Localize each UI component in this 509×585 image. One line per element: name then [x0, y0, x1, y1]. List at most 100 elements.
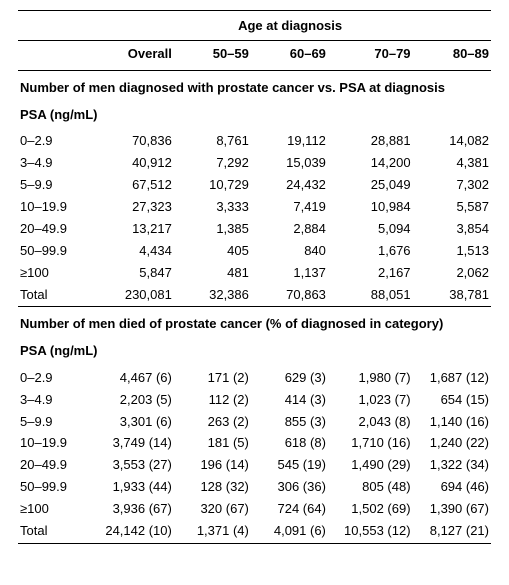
cell: 1,513	[413, 240, 491, 262]
total-cell: 4,091 (6)	[251, 521, 328, 543]
blank-cell	[18, 11, 89, 41]
cell: 5,094	[328, 219, 413, 241]
cell: 405	[174, 240, 251, 262]
cell: 70,836	[89, 131, 174, 153]
row-label: 5–9.9	[18, 175, 89, 197]
cell: 181 (5)	[174, 433, 251, 455]
cell: 618 (8)	[251, 433, 328, 455]
total-cell: 8,127 (21)	[413, 521, 491, 543]
section-title: Number of men died of prostate cancer (%…	[18, 307, 491, 342]
cell: 8,761	[174, 131, 251, 153]
col-header-1: 50–59	[174, 40, 251, 70]
cell: 805 (48)	[328, 477, 413, 499]
row-label: 10–19.9	[18, 197, 89, 219]
cell: 320 (67)	[174, 499, 251, 521]
cell: 14,082	[413, 131, 491, 153]
data-table: Age at diagnosisOverall50–5960–6970–7980…	[18, 10, 491, 544]
cell: 545 (19)	[251, 455, 328, 477]
row-label: 10–19.9	[18, 433, 89, 455]
cell: 654 (15)	[413, 389, 491, 411]
cell: 1,933 (44)	[89, 477, 174, 499]
psa-label: PSA (ng/mL)	[18, 342, 491, 367]
cell: 263 (2)	[174, 411, 251, 433]
row-label: 0–2.9	[18, 131, 89, 153]
cell: 1,137	[251, 262, 328, 284]
cell: 3,854	[413, 219, 491, 241]
cell: 3,301 (6)	[89, 411, 174, 433]
row-label: 50–99.9	[18, 240, 89, 262]
col-header-2: 60–69	[251, 40, 328, 70]
cell: 15,039	[251, 153, 328, 175]
cell: 1,676	[328, 240, 413, 262]
cell: 1,490 (29)	[328, 455, 413, 477]
psa-label: PSA (ng/mL)	[18, 106, 491, 131]
cell: 840	[251, 240, 328, 262]
cell: 14,200	[328, 153, 413, 175]
cell: 1,710 (16)	[328, 433, 413, 455]
cell: 481	[174, 262, 251, 284]
total-cell: 38,781	[413, 284, 491, 306]
cell: 3,333	[174, 197, 251, 219]
cell: 1,023 (7)	[328, 389, 413, 411]
col-header-3: 70–79	[328, 40, 413, 70]
cell: 7,419	[251, 197, 328, 219]
cell: 5,847	[89, 262, 174, 284]
cell: 40,912	[89, 153, 174, 175]
cell: 306 (36)	[251, 477, 328, 499]
cell: 1,980 (7)	[328, 367, 413, 389]
col-header-0: Overall	[89, 40, 174, 70]
cell: 4,381	[413, 153, 491, 175]
cell: 10,729	[174, 175, 251, 197]
cell: 2,884	[251, 219, 328, 241]
cell: 112 (2)	[174, 389, 251, 411]
cell: 1,385	[174, 219, 251, 241]
total-label: Total	[18, 284, 89, 306]
cell: 4,467 (6)	[89, 367, 174, 389]
row-label: 3–4.9	[18, 153, 89, 175]
cell: 19,112	[251, 131, 328, 153]
cell: 2,043 (8)	[328, 411, 413, 433]
row-label: 3–4.9	[18, 389, 89, 411]
cell: 1,322 (34)	[413, 455, 491, 477]
cell: 128 (32)	[174, 477, 251, 499]
cell: 855 (3)	[251, 411, 328, 433]
total-cell: 32,386	[174, 284, 251, 306]
row-label: 0–2.9	[18, 367, 89, 389]
cell: 7,302	[413, 175, 491, 197]
row-label: 50–99.9	[18, 477, 89, 499]
cell: 24,432	[251, 175, 328, 197]
cell: 2,062	[413, 262, 491, 284]
cell: 25,049	[328, 175, 413, 197]
cell: 4,434	[89, 240, 174, 262]
cell: 2,203 (5)	[89, 389, 174, 411]
cell: 3,936 (67)	[89, 499, 174, 521]
total-cell: 230,081	[89, 284, 174, 306]
row-label: ≥100	[18, 262, 89, 284]
cell: 1,687 (12)	[413, 367, 491, 389]
total-label: Total	[18, 521, 89, 543]
cell: 67,512	[89, 175, 174, 197]
row-label: 5–9.9	[18, 411, 89, 433]
cell: 2,167	[328, 262, 413, 284]
cell: 196 (14)	[174, 455, 251, 477]
age-header: Age at diagnosis	[89, 11, 491, 41]
cell: 7,292	[174, 153, 251, 175]
cell: 694 (46)	[413, 477, 491, 499]
cell: 629 (3)	[251, 367, 328, 389]
cell: 27,323	[89, 197, 174, 219]
col-header-4: 80–89	[413, 40, 491, 70]
total-cell: 70,863	[251, 284, 328, 306]
cell: 13,217	[89, 219, 174, 241]
total-cell: 88,051	[328, 284, 413, 306]
blank-cell	[18, 40, 89, 70]
cell: 724 (64)	[251, 499, 328, 521]
cell: 1,502 (69)	[328, 499, 413, 521]
cell: 1,240 (22)	[413, 433, 491, 455]
total-cell: 1,371 (4)	[174, 521, 251, 543]
total-cell: 24,142 (10)	[89, 521, 174, 543]
cell: 3,553 (27)	[89, 455, 174, 477]
cell: 10,984	[328, 197, 413, 219]
cell: 1,390 (67)	[413, 499, 491, 521]
row-label: 20–49.9	[18, 219, 89, 241]
cell: 1,140 (16)	[413, 411, 491, 433]
